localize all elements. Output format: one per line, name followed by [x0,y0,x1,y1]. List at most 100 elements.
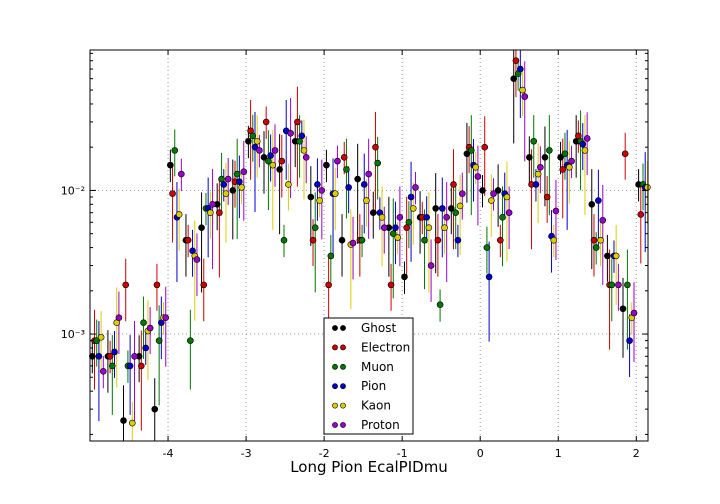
data-point [146,324,154,332]
data-point [240,168,248,176]
data-point [583,135,591,142]
data-point [249,132,257,140]
legend: Ghost Electron Muon Pion Kaon Proton [323,317,414,435]
data-point [138,362,145,370]
legend-marker [332,325,338,331]
data-point [311,224,319,232]
data-point [285,181,292,188]
data-point [488,197,495,204]
data-point [334,157,341,165]
data-point [412,184,419,191]
data-point [454,236,462,244]
data-point [233,170,241,178]
data-point [630,309,638,317]
data-point [142,344,150,352]
legend-marker [332,344,338,351]
data-point [434,236,442,244]
data-point [155,337,163,344]
data-point [325,281,332,289]
x-tick-label: -2 [319,447,330,460]
legend-marker [340,325,346,331]
data-point [314,181,321,188]
data-point [526,154,533,161]
data-point [543,193,551,201]
data-point [561,150,569,158]
data-point [93,337,101,344]
legend-entry: Electron [361,340,410,354]
data-point [193,256,201,263]
data-point [552,207,560,215]
data-point [338,236,346,244]
data-point [409,205,417,212]
data-point [222,190,230,197]
data-point [278,157,286,165]
legend-marker [332,422,338,428]
data-point [483,244,491,251]
data-point [541,154,549,161]
data-point [534,170,542,178]
data-point [151,405,159,413]
data-point [546,147,553,154]
data-point [131,352,138,360]
data-point [403,224,410,232]
data-point [224,175,232,183]
data-point [167,161,174,169]
data-point [436,301,444,309]
data-point [499,213,506,221]
data-point [307,193,315,201]
data-point [345,184,352,191]
plot-frame [89,49,649,442]
data-point [298,132,306,140]
data-point [260,154,268,161]
data-point [120,417,127,424]
x-tick-label: 0 [477,447,484,460]
data-point [458,190,466,197]
data-point [597,236,604,244]
data-point [537,163,544,171]
data-point [447,205,455,212]
data-point [644,184,651,191]
data-point [302,154,310,161]
data-point [106,352,114,360]
data-point [626,337,633,344]
data-point [216,209,223,216]
grid-lines [90,50,648,441]
data-point [519,86,526,94]
data-point [309,236,317,244]
data-point [200,281,208,289]
data-point [340,154,348,161]
data-point [318,187,326,194]
data-point [360,181,368,188]
x-tick-label: 1 [555,447,562,460]
data-point [97,333,105,341]
data-point [363,197,370,204]
data-point [126,362,134,370]
data-point [407,193,415,201]
data-point [392,224,399,232]
data-point [517,65,524,73]
data-point [456,202,464,210]
legend-marker [340,383,346,390]
data-point [581,147,589,154]
data-point [287,129,294,137]
data-point [604,252,611,260]
data-point [153,281,161,289]
data-point [276,166,283,173]
data-point [245,137,252,145]
data-point [387,281,395,289]
data-point [592,244,600,251]
data-point [95,352,103,360]
data-point [485,273,493,281]
data-point [100,368,107,375]
data-point [316,197,323,204]
data-point [187,337,194,344]
data-point [269,161,277,169]
data-point [637,211,645,218]
data-point [175,211,183,218]
data-point [256,147,263,154]
data-point [374,159,381,167]
data-point [615,281,622,289]
data-point [300,147,308,154]
data-point [343,166,350,173]
data-point [396,213,404,221]
